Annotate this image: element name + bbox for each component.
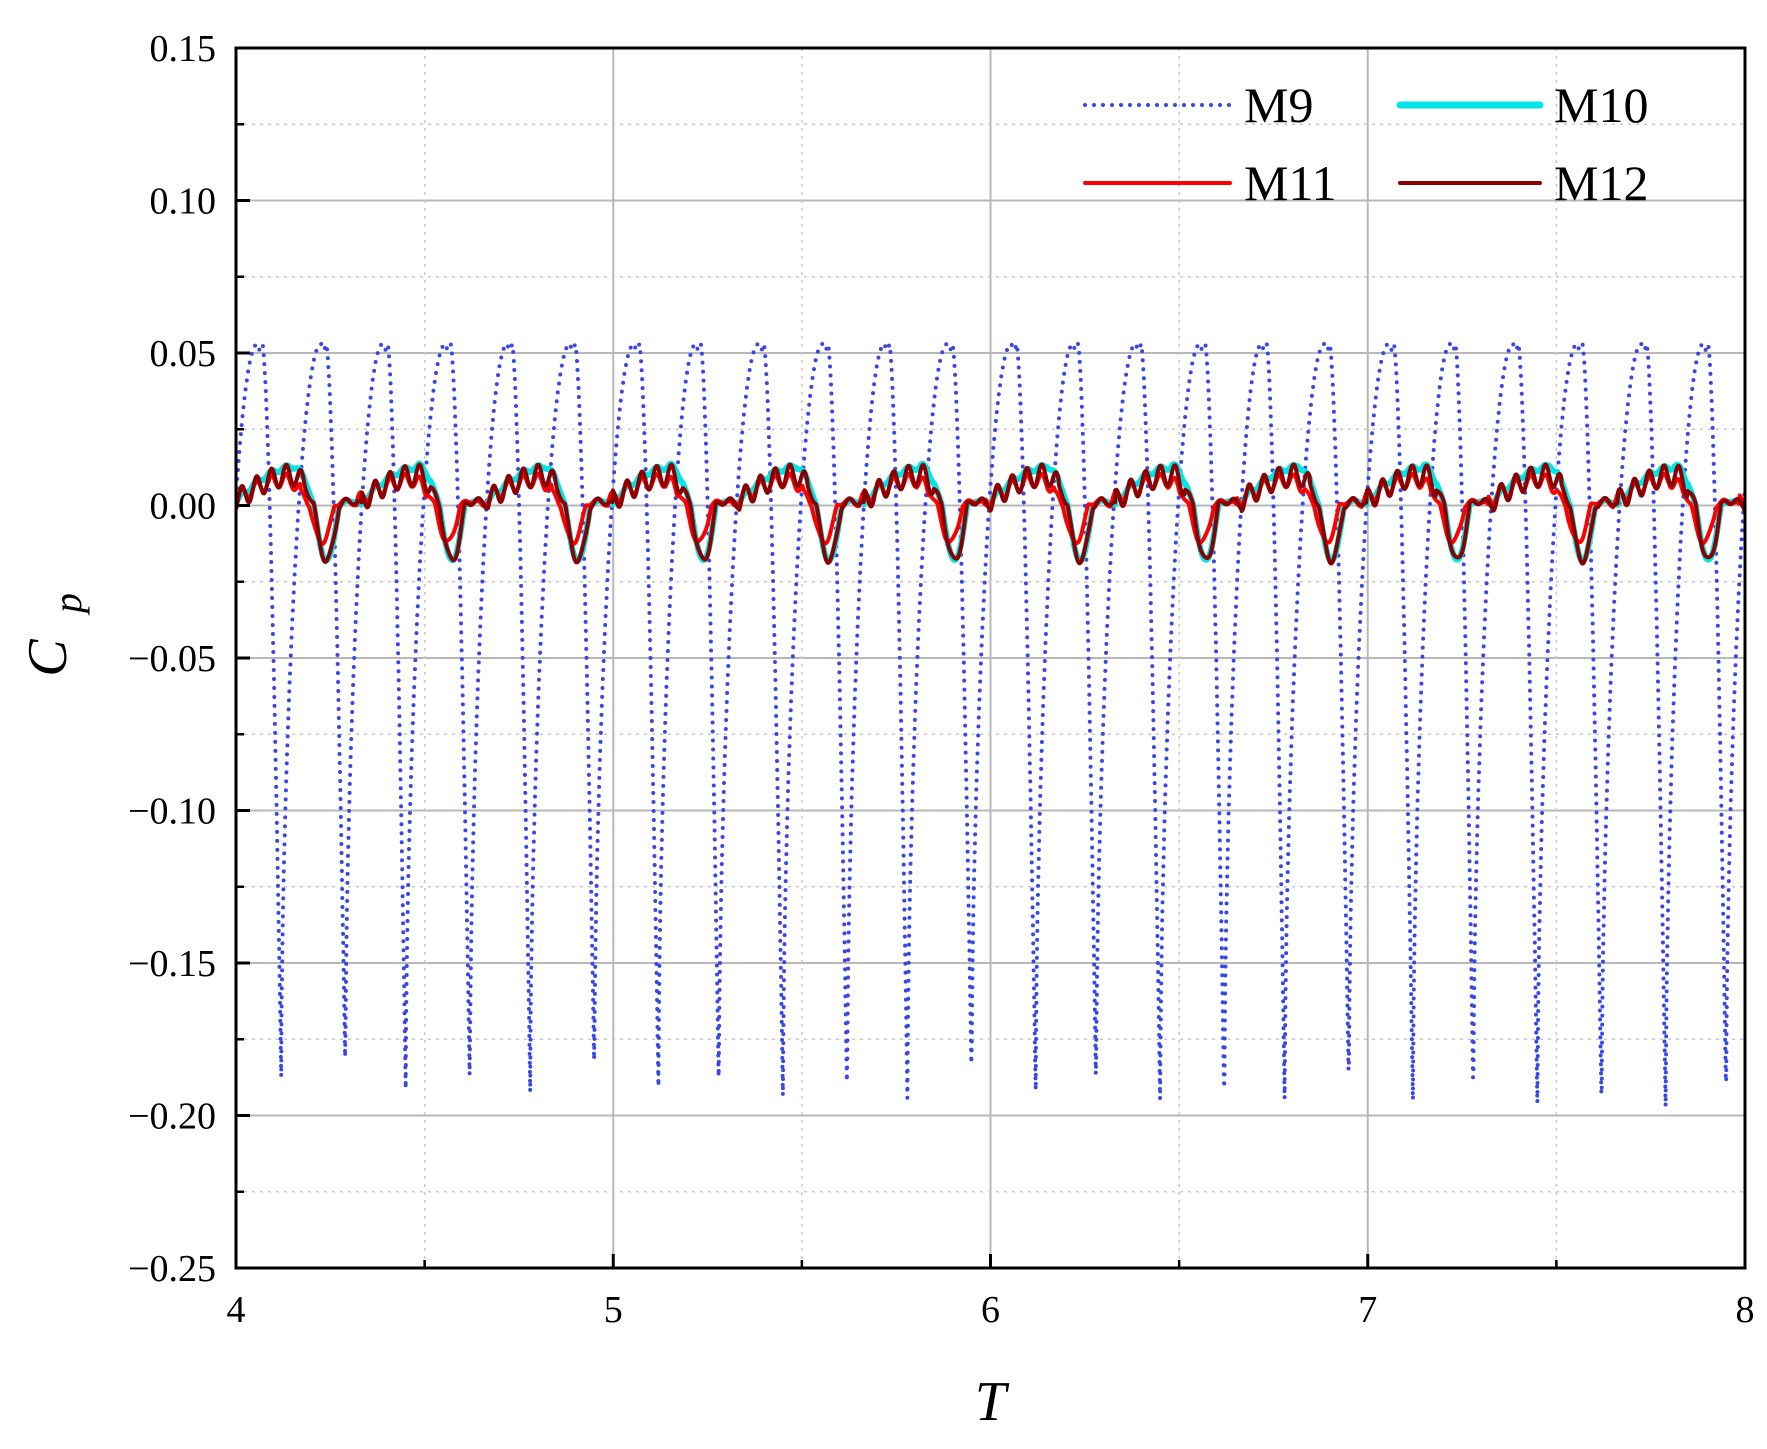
x-tick-label: 7 (1358, 1289, 1377, 1331)
y-tick-label: −0.05 (128, 638, 216, 680)
series-M12-line (236, 462, 1745, 566)
y-tick-label: 0.05 (150, 333, 217, 375)
y-tick-label: 0.15 (150, 28, 217, 70)
legend-label-M12: M12 (1554, 155, 1648, 211)
plot-series (236, 335, 1745, 1107)
y-axis-title: C p (17, 593, 90, 677)
y-tick-label: −0.15 (128, 943, 216, 985)
y-axis-title-subscript: p (45, 593, 90, 616)
legend-label-M10: M10 (1554, 77, 1648, 133)
x-tick-labels: 4 5 6 7 8 (227, 1289, 1755, 1331)
y-tick-label: 0.00 (150, 486, 217, 528)
axis-ticks (234, 46, 1747, 1270)
y-axis-title-main: C (17, 639, 79, 677)
x-tick-label: 4 (227, 1289, 246, 1331)
y-tick-label: 0.10 (150, 181, 217, 223)
legend-label-M9: M9 (1244, 77, 1313, 133)
x-axis-title: T (975, 1371, 1010, 1433)
x-tick-label: 8 (1736, 1289, 1755, 1331)
series-M9-line (236, 335, 1745, 1107)
y-tick-label: −0.20 (128, 1096, 216, 1138)
y-tick-label: −0.25 (128, 1248, 216, 1290)
y-tick-labels: −0.25 −0.20 −0.15 −0.10 −0.05 0.00 0.05 0.10 0.1… (128, 28, 216, 1290)
x-tick-label: 6 (981, 1289, 1000, 1331)
y-tick-label: −0.10 (128, 791, 216, 833)
legend-label-M11: M11 (1244, 155, 1337, 211)
x-tick-label: 5 (604, 1289, 623, 1331)
legend: M9 M10 M11 M12 (1083, 77, 1648, 211)
